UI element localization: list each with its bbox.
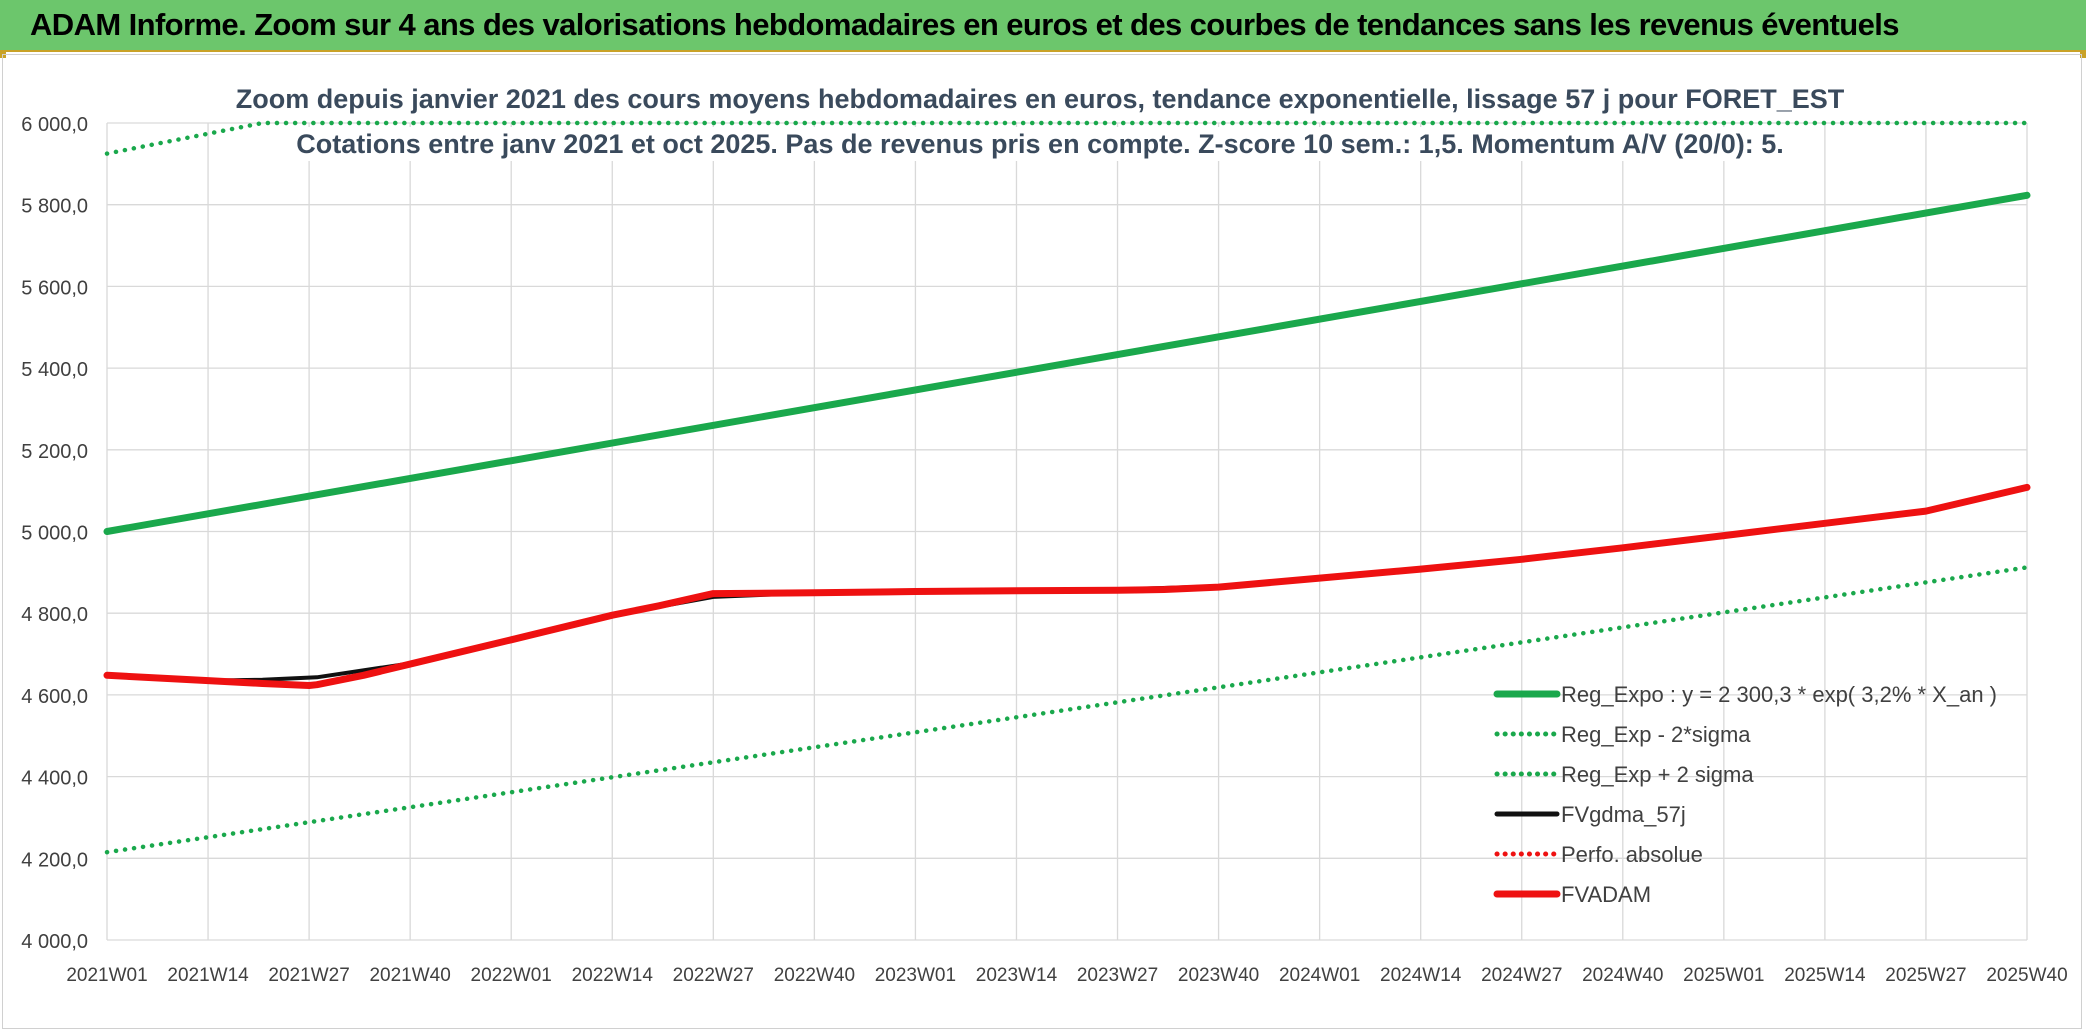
x-tick-label: 2024W14: [1380, 965, 1462, 986]
x-tick-label: 2022W14: [572, 965, 654, 986]
x-tick-label: 2021W27: [268, 965, 349, 986]
corner-accent-right: [2080, 52, 2086, 58]
series-line-fvadam: [103, 483, 2031, 689]
series-line-reg-expo-y-2-300-3-exp-3-2-x-an: [103, 191, 2031, 535]
x-tick-label: 2025W01: [1683, 965, 1764, 986]
y-tick-label: 4 800,0: [21, 604, 88, 626]
legend-label: FVADAM: [1561, 882, 1651, 907]
chart-frame: [2, 54, 2082, 1029]
series-line-reg-exp-2-sigma: [104, 565, 2030, 855]
x-tick-label: 2023W14: [976, 965, 1058, 986]
chart-title: Zoom depuis janvier 2021 des cours moyen…: [229, 82, 1851, 161]
x-tick-label: 2023W01: [875, 965, 956, 986]
y-tick-label: 5 200,0: [21, 441, 88, 463]
axis-layer: 4 000,0 4 200,0 4 400,0 4 600,0 4 800,0 5 000…: [21, 114, 2067, 986]
y-tick-label: 4 200,0: [21, 849, 88, 871]
x-tick-label: 2021W01: [66, 965, 147, 986]
y-tick-label: 5 400,0: [21, 359, 88, 381]
x-tick-label: 2025W40: [1986, 965, 2067, 986]
x-tick-label: 2023W40: [1178, 965, 1259, 986]
y-tick-label: 5 800,0: [21, 196, 88, 218]
y-tick-label: 6 000,0: [21, 114, 88, 136]
chart-title-line-1: Zoom depuis janvier 2021 des cours moyen…: [236, 84, 1845, 114]
x-tick-label: 2021W40: [369, 965, 450, 986]
report-banner: ADAM Informe. Zoom sur 4 ans des valoris…: [0, 0, 2086, 52]
grid-layer: [106, 122, 2028, 941]
report-title: ADAM Informe. Zoom sur 4 ans des valoris…: [30, 7, 1900, 42]
x-tick-label: 2025W14: [1784, 965, 1866, 986]
series-layer: [103, 120, 2031, 855]
legend-label: Perfo. absolue: [1561, 842, 1703, 867]
legend-label: Reg_Exp + 2 sigma: [1561, 762, 1754, 787]
x-tick-label: 2022W27: [673, 965, 754, 986]
x-tick-label: 2022W01: [471, 965, 552, 986]
x-tick-label: 2023W27: [1077, 965, 1158, 986]
series-line-fvgdma-57j: [105, 486, 2029, 683]
legend-label: Reg_Expo : y = 2 300,3 * exp( 3,2% * X_a…: [1561, 682, 1997, 707]
y-tick-label: 5 600,0: [21, 277, 88, 299]
y-tick-label: 4 000,0: [21, 931, 88, 953]
y-tick-label: 4 400,0: [21, 768, 88, 790]
y-tick-label: 5 000,0: [21, 523, 88, 545]
corner-accent-left: [0, 52, 6, 58]
x-tick-label: 2025W27: [1885, 965, 1966, 986]
x-tick-label: 2021W14: [167, 965, 249, 986]
chart-title-backdrop: [290, 127, 1790, 161]
x-tick-label: 2024W27: [1481, 965, 1562, 986]
legend: Reg_Expo : y = 2 300,3 * exp( 3,2% * X_a…: [1493, 682, 1997, 907]
x-tick-label: 2022W40: [774, 965, 855, 986]
x-tick-label: 2024W01: [1279, 965, 1360, 986]
chart-title-backdrop: [229, 82, 1851, 116]
legend-label: Reg_Exp - 2*sigma: [1561, 722, 1751, 747]
x-tick-label: 2024W40: [1582, 965, 1663, 986]
y-tick-label: 4 600,0: [21, 686, 88, 708]
chart-title-line-2: Cotations entre janv 2021 et oct 2025. P…: [296, 129, 1784, 159]
legend-label: FVgdma_57j: [1561, 802, 1686, 827]
series-line-reg-exp-2-sigma: [104, 120, 2030, 156]
